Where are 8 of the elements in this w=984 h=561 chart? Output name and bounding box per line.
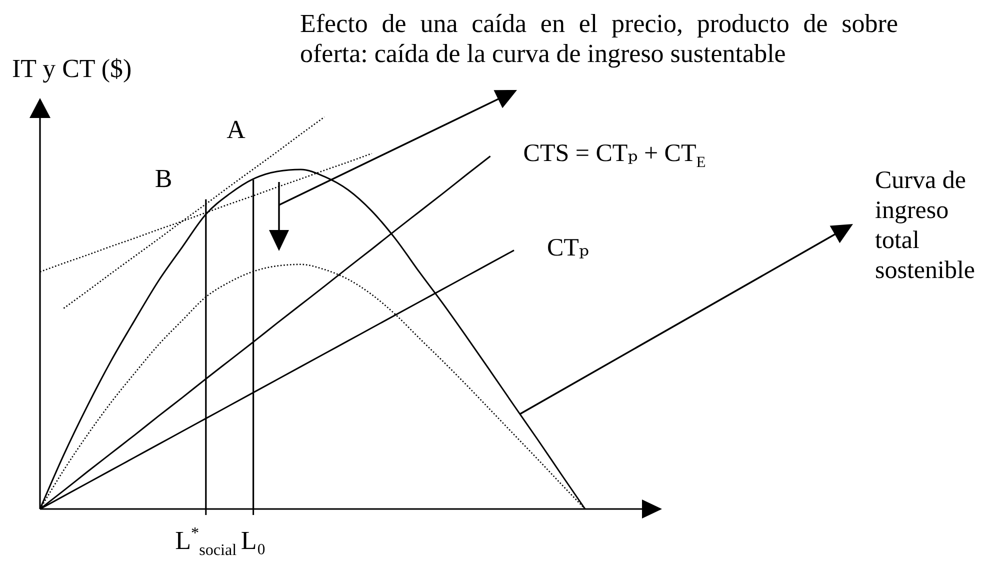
annotation: A <box>226 115 246 144</box>
series-label: CTS = CTₚ + CT$_{E}$ <box>523 140 706 171</box>
y-axis-title: IT y CT ($) <box>12 54 132 83</box>
text: Curva de ingreso total sostenible <box>875 167 975 284</box>
annotation: B <box>154 164 172 193</box>
series-label: CTₚ <box>547 234 589 262</box>
text: Efecto de una caída en el precio, producto de sobre oferta: caída de la curva de ingreso sustentable <box>300 9 898 68</box>
x-tick-label: L₀ <box>240 526 266 555</box>
